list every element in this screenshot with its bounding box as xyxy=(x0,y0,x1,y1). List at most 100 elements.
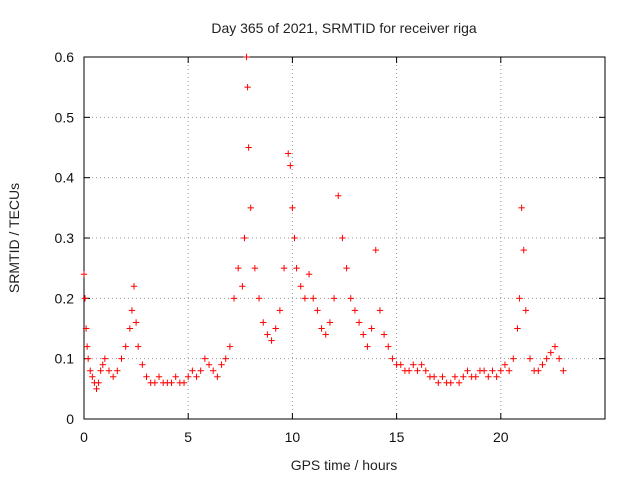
y-tick-label: 0.1 xyxy=(55,351,75,367)
data-point xyxy=(84,355,92,362)
data-point xyxy=(268,337,275,344)
data-point xyxy=(287,162,294,169)
data-point xyxy=(343,264,350,272)
data-point xyxy=(95,379,102,386)
data-point xyxy=(351,307,359,314)
data-point xyxy=(289,204,296,212)
data-point xyxy=(230,295,238,302)
x-tick-label: 0 xyxy=(80,429,88,445)
data-point xyxy=(355,319,363,326)
data-point xyxy=(193,373,200,380)
data-point xyxy=(244,83,251,91)
data-point xyxy=(130,283,138,290)
data-point xyxy=(326,319,334,326)
data-point xyxy=(201,355,209,362)
data-point xyxy=(189,367,196,374)
data-point xyxy=(168,379,175,386)
data-point xyxy=(99,361,106,368)
data-point xyxy=(364,343,371,350)
y-axis-label: SRMTID / TECUs xyxy=(6,183,22,293)
data-point xyxy=(555,355,563,362)
data-point xyxy=(372,246,379,254)
data-point xyxy=(410,361,417,368)
data-point xyxy=(510,355,517,362)
data-point xyxy=(380,331,388,338)
data-point xyxy=(285,150,292,157)
data-point xyxy=(241,234,248,242)
data-point xyxy=(385,343,392,350)
data-point xyxy=(489,367,496,374)
data-point xyxy=(272,325,279,332)
data-point xyxy=(118,355,125,362)
data-point xyxy=(360,331,367,338)
data-point xyxy=(235,264,242,272)
data-point xyxy=(518,204,525,212)
data-point xyxy=(305,271,313,278)
data-point xyxy=(114,367,121,374)
data-point xyxy=(155,373,163,380)
data-point xyxy=(301,295,309,302)
data-points xyxy=(80,53,567,393)
x-axis-label: GPS time / hours xyxy=(291,457,398,473)
data-point xyxy=(520,246,527,254)
data-point xyxy=(245,144,252,151)
data-point xyxy=(551,343,559,350)
data-point xyxy=(314,307,321,314)
data-point xyxy=(560,367,567,374)
data-point xyxy=(505,367,513,374)
data-point xyxy=(82,325,90,332)
data-point xyxy=(251,264,259,272)
data-point xyxy=(143,373,150,380)
data-point xyxy=(543,355,550,362)
data-point xyxy=(347,295,354,302)
data-point xyxy=(293,264,300,272)
data-point xyxy=(414,367,421,374)
data-point xyxy=(185,373,192,380)
y-tick-label: 0.2 xyxy=(55,290,75,306)
data-point xyxy=(105,367,113,374)
data-point xyxy=(405,367,413,374)
x-tick-label: 20 xyxy=(493,429,509,445)
data-point xyxy=(389,355,396,362)
data-point xyxy=(460,373,467,380)
x-tick-label: 5 xyxy=(184,429,192,445)
data-point xyxy=(264,331,271,338)
data-point xyxy=(430,373,438,380)
data-point xyxy=(109,373,117,380)
x-tick-label: 10 xyxy=(285,429,301,445)
data-point xyxy=(455,379,463,386)
data-point xyxy=(493,373,500,380)
data-point xyxy=(128,307,136,314)
x-tick-label: 15 xyxy=(389,429,405,445)
data-point xyxy=(435,379,442,386)
data-point xyxy=(87,367,94,374)
data-point xyxy=(451,373,459,380)
data-point xyxy=(497,367,504,374)
y-tick-label: 0.6 xyxy=(55,49,75,65)
data-point xyxy=(297,283,304,290)
data-point xyxy=(535,367,542,374)
y-tick-label: 0.4 xyxy=(55,170,75,186)
data-point xyxy=(291,234,298,242)
data-point xyxy=(101,355,109,362)
data-point xyxy=(526,355,534,362)
data-point xyxy=(126,325,134,332)
data-point xyxy=(132,319,140,326)
data-point xyxy=(480,367,488,374)
data-point xyxy=(93,385,100,393)
data-point xyxy=(172,373,179,380)
data-point xyxy=(439,373,446,380)
data-point xyxy=(276,307,284,314)
data-point xyxy=(247,204,254,212)
data-point xyxy=(239,283,246,290)
data-point xyxy=(547,349,555,356)
data-point xyxy=(335,192,342,199)
data-point xyxy=(418,361,425,368)
data-point xyxy=(89,373,96,380)
data-point xyxy=(501,361,509,368)
data-point xyxy=(516,295,523,302)
data-point xyxy=(376,307,384,314)
axis-ticks: 0 0.1 0.2 0.3 0.4 0.5 0.6 0 5 10 15 20 xyxy=(55,49,605,445)
data-point xyxy=(243,53,250,61)
